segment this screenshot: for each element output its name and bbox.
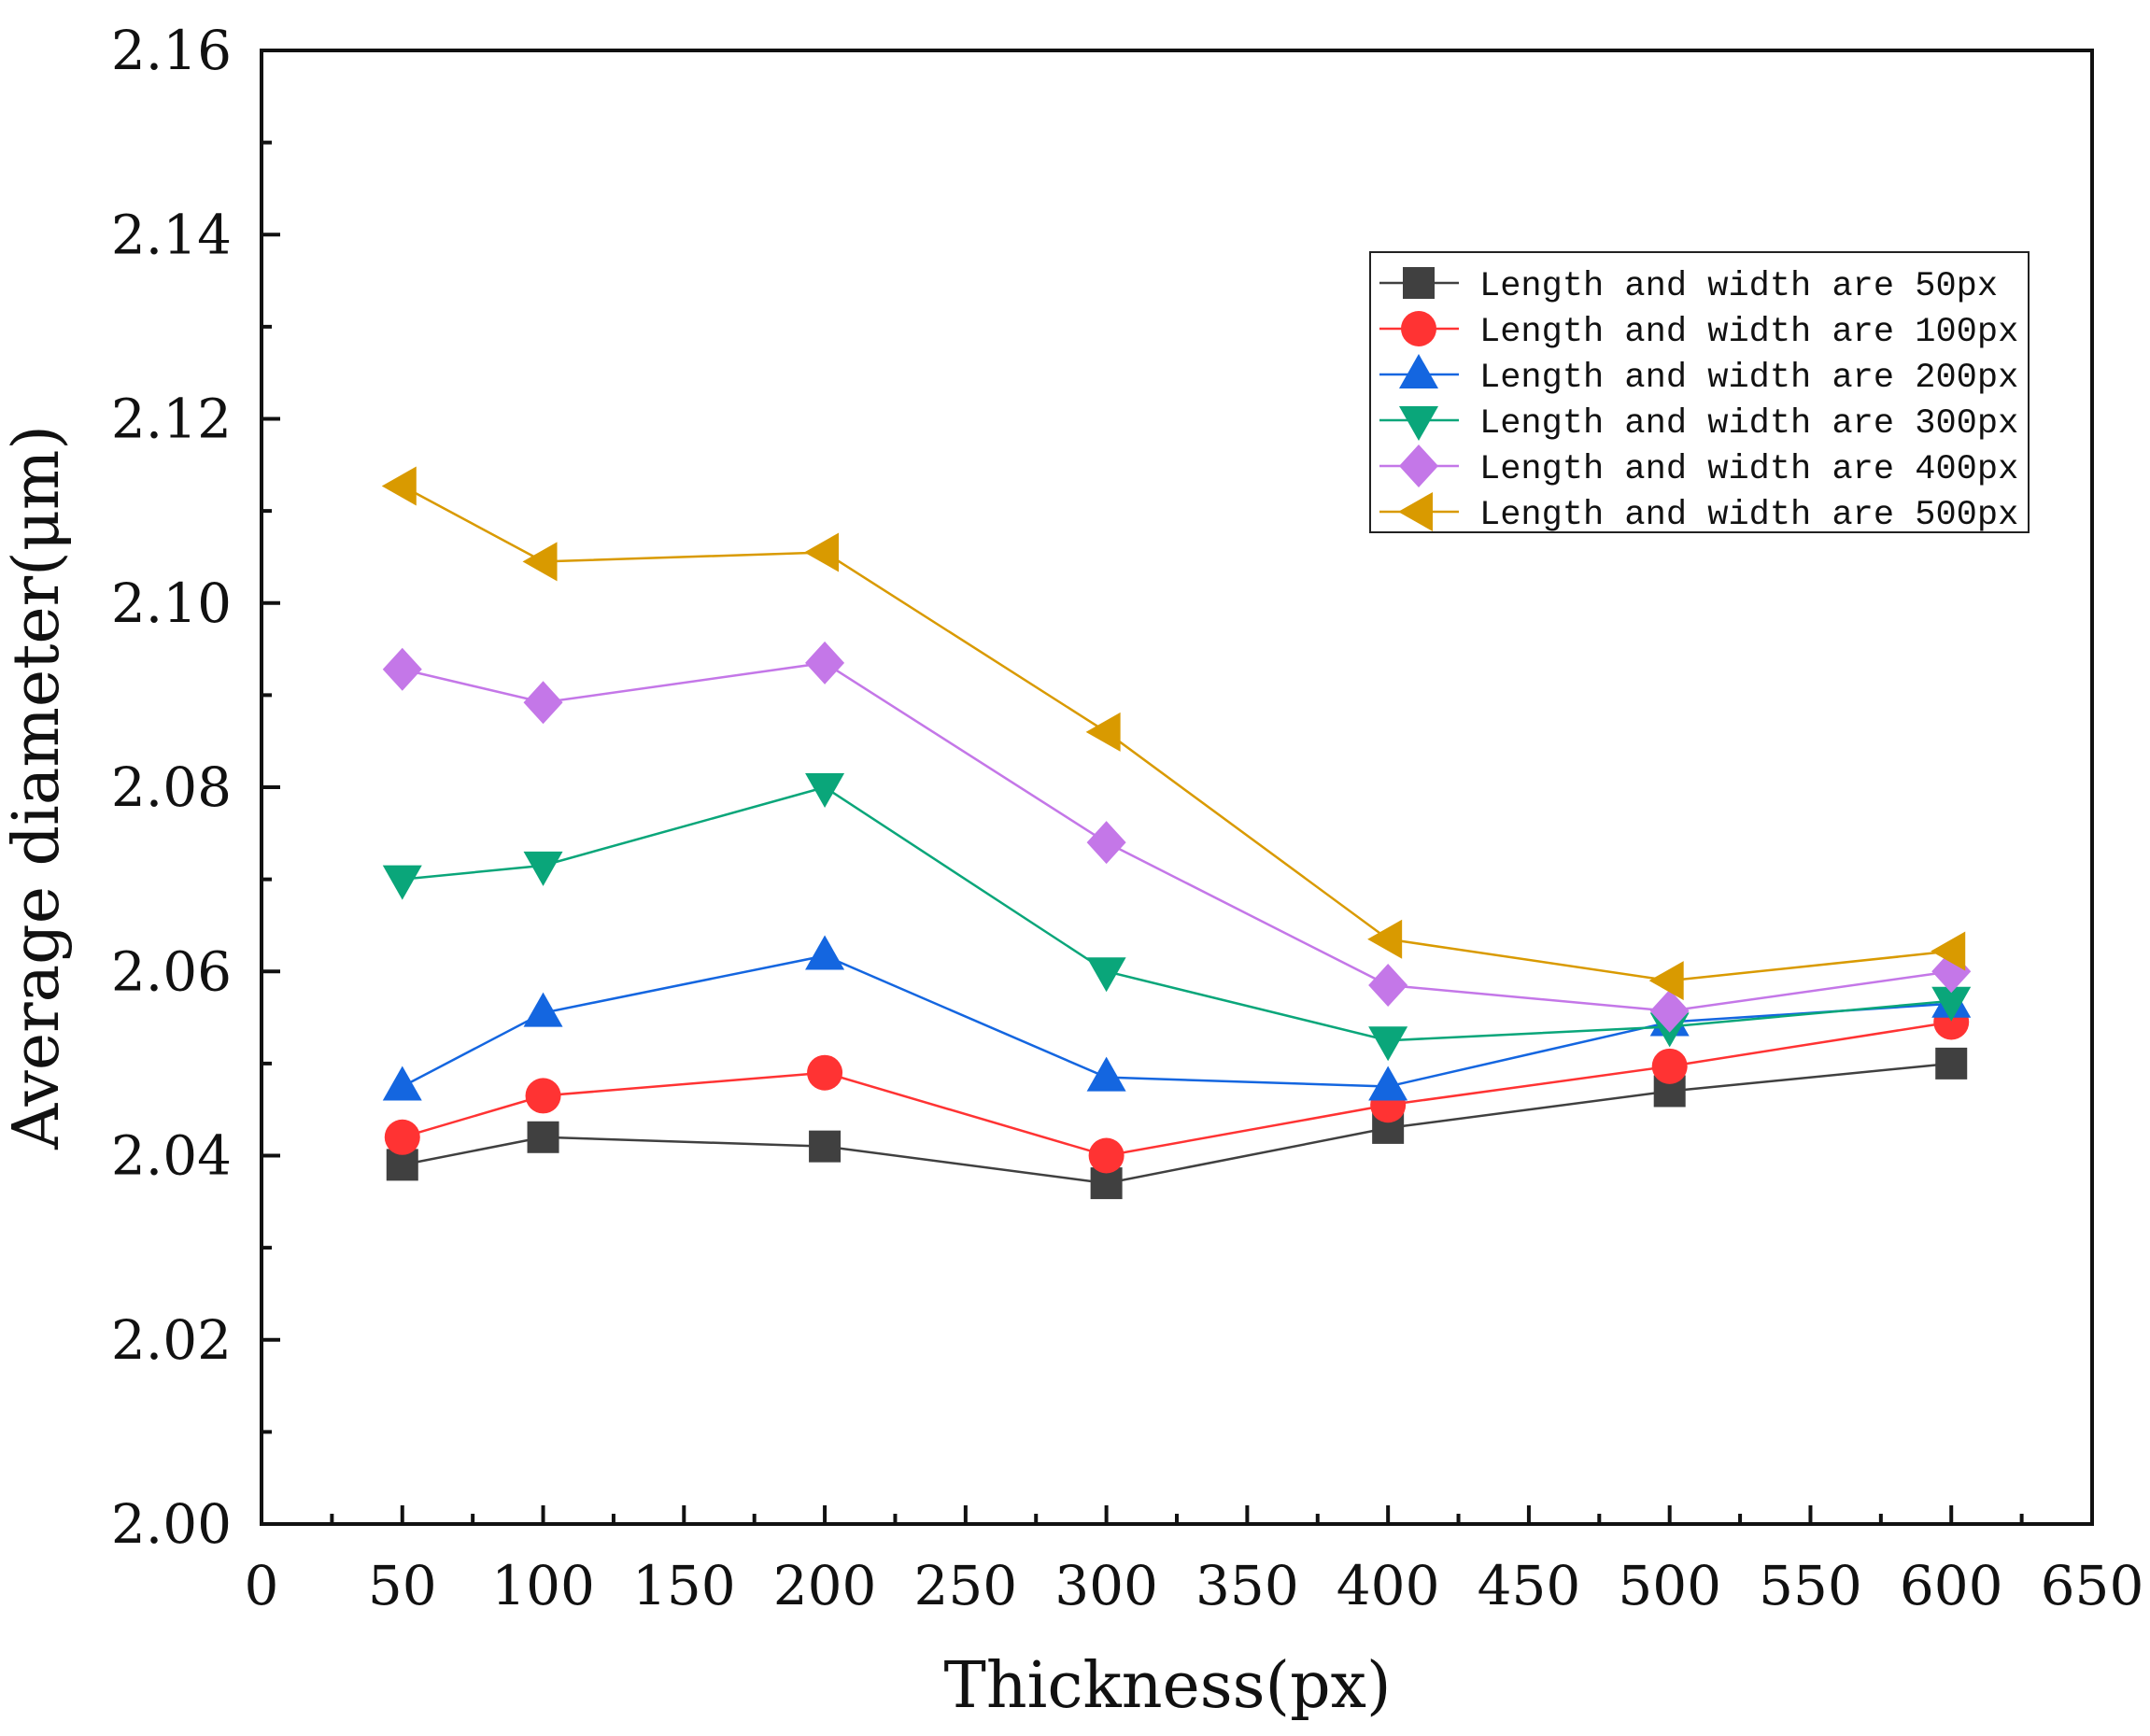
data-point (523, 992, 563, 1027)
y-tick-label: 2.06 (111, 939, 232, 1003)
legend-label: Length and width are 100px (1479, 313, 2018, 352)
legend-item: Length and width are 100px (1379, 311, 2018, 352)
x-tick-label: 400 (1337, 1554, 1440, 1617)
data-point (1368, 964, 1408, 1008)
data-point (1086, 1056, 1126, 1092)
x-tick-label: 650 (2041, 1554, 2144, 1617)
x-tick-label: 550 (1759, 1554, 1862, 1617)
legend-box (1369, 251, 2030, 533)
legend-item: Length and width are 200px (1379, 354, 2018, 398)
data-point (807, 1054, 843, 1091)
legend-label: Length and width are 500px (1479, 496, 2018, 535)
series-2 (384, 1004, 1970, 1174)
data-point (1368, 1066, 1408, 1101)
legend-marker (1401, 311, 1436, 346)
data-point (381, 466, 417, 506)
legend-marker (1399, 445, 1438, 487)
y-tick-label: 2.16 (111, 19, 232, 82)
series-6 (381, 466, 1966, 1001)
legend-item: Length and width are 300px (1379, 404, 2018, 444)
data-point (1085, 712, 1121, 752)
data-point (525, 1078, 561, 1114)
data-point (805, 773, 845, 808)
x-tick-label: 250 (913, 1554, 1017, 1617)
y-tick-label: 2.10 (111, 572, 232, 635)
legend-label: Length and width are 300px (1479, 404, 2018, 444)
data-point (1651, 1048, 1688, 1084)
tick-labels: 0 50 100 150 200 250 300 350 400 450 500 550 600 650 2… (111, 19, 2144, 1617)
data-point (1088, 1137, 1125, 1174)
y-tick-label: 2.14 (111, 203, 232, 266)
data-point (1367, 919, 1403, 959)
data-point (523, 851, 563, 886)
data-point (1931, 986, 1972, 1022)
y-tick-label: 2.04 (111, 1124, 232, 1188)
legend-label: Length and width are 50px (1479, 267, 1998, 306)
data-point (809, 1130, 842, 1163)
y-tick-label: 2.12 (111, 388, 232, 451)
legend-label: Length and width are 400px (1479, 450, 2018, 489)
x-tick-label: 500 (1618, 1554, 1721, 1617)
legend-marker (1403, 267, 1435, 299)
x-tick-label: 50 (368, 1554, 437, 1617)
legend: Length and width are 50px Length and widt… (1369, 251, 2030, 535)
data-point (1368, 1026, 1408, 1062)
legend-item: Length and width are 50px (1379, 267, 1998, 306)
legend-label: Length and width are 200px (1479, 359, 2018, 398)
data-point (804, 532, 840, 572)
data-point (527, 1121, 559, 1153)
x-tick-label: 0 (245, 1554, 279, 1617)
x-tick-label: 350 (1195, 1554, 1299, 1617)
y-axis-title: Average diameter(μm) (0, 425, 74, 1150)
data-point (805, 641, 845, 685)
data-point (384, 1119, 420, 1155)
y-tick-label: 2.02 (111, 1308, 232, 1372)
x-tick-label: 300 (1054, 1554, 1158, 1617)
data-point (1086, 821, 1126, 865)
x-axis-title: Thickness(px) (944, 1649, 1392, 1723)
data-point (1931, 931, 1966, 971)
x-tick-label: 600 (1900, 1554, 2003, 1617)
data-point (1648, 961, 1684, 1001)
data-point (805, 935, 845, 970)
x-tick-label: 150 (632, 1554, 736, 1617)
y-tick-label: 2.08 (111, 755, 232, 819)
x-tick-label: 450 (1478, 1554, 1581, 1617)
data-point (382, 1066, 422, 1101)
legend-marker (1399, 354, 1438, 388)
legend-item: Length and width are 500px (1379, 492, 2018, 535)
series-layer (381, 466, 1972, 1200)
data-point (523, 681, 563, 725)
legend-marker (1399, 406, 1438, 441)
legend-marker (1398, 492, 1433, 531)
legend-item: Length and width are 400px (1379, 445, 2018, 489)
data-point (1935, 1047, 1968, 1080)
x-tick-label: 200 (773, 1554, 877, 1617)
data-point (1649, 989, 1690, 1033)
x-tick-label: 100 (491, 1554, 595, 1617)
plot-frame (260, 49, 2094, 1526)
data-point (382, 647, 422, 691)
y-tick-label: 2.00 (111, 1492, 232, 1556)
data-point (522, 542, 558, 582)
data-point (1086, 957, 1126, 993)
data-point (382, 865, 422, 900)
